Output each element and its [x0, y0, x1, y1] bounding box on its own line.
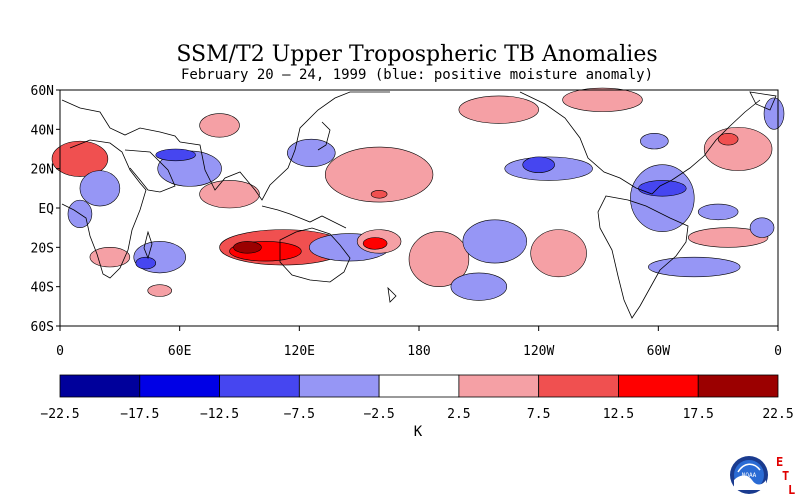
australia-coastline	[279, 227, 351, 283]
colorbar-tick-label: 7.5	[527, 407, 550, 422]
lon-label: 120E	[284, 344, 315, 359]
colorbar-tick-label: −12.5	[200, 407, 239, 422]
japan-coastline	[317, 121, 331, 151]
madagascar-coastline	[143, 230, 153, 260]
new-zealand-coastline	[387, 286, 397, 303]
anomaly-region-16	[370, 190, 388, 199]
anomaly-region-14	[287, 138, 336, 168]
etl-letter-l: L	[788, 483, 795, 497]
colorbar-tick-label: −7.5	[284, 407, 315, 422]
greenland-coastline	[749, 91, 777, 111]
colorbar-swatch-4	[378, 374, 460, 398]
colorbar-tick-label: 2.5	[447, 407, 470, 422]
map-subtitle: February 20 – 24, 1999 (blue: positive m…	[181, 67, 653, 83]
colorbar-swatch-2	[219, 374, 300, 398]
map-title: SSM/T2 Upper Tropospheric TB Anomalies	[176, 42, 657, 67]
anomaly-region-10	[199, 180, 260, 209]
lat-label: 20N	[31, 163, 54, 178]
south-america-coastline	[597, 195, 689, 319]
anomaly-region-33	[687, 227, 769, 248]
anomaly-region-0	[51, 140, 109, 177]
etl-letter-t: T	[782, 469, 789, 483]
anomaly-region-13	[233, 241, 262, 254]
colorbar-tick-label: −22.5	[40, 407, 79, 422]
colorbar-swatch-6	[538, 374, 619, 398]
lat-label: 60N	[31, 84, 54, 99]
noaa-etl-logo: NOAA E T L	[728, 450, 800, 500]
etl-letter-e: E	[776, 455, 783, 469]
colorbar-swatch-7	[618, 374, 699, 398]
anomaly-region-9	[199, 113, 240, 138]
lat-label: 20S	[31, 241, 54, 256]
anomaly-region-31	[703, 127, 773, 171]
lat-label: 40N	[31, 123, 54, 138]
anomaly-region-29	[638, 180, 687, 197]
anomaly-region-8	[155, 148, 196, 162]
lon-label: 0	[774, 344, 782, 359]
colorbar-swatch-0	[59, 374, 141, 398]
anomaly-region-5	[135, 256, 157, 270]
anomaly-region-28	[630, 164, 695, 232]
anomaly-region-3	[89, 247, 131, 268]
anomaly-region-21	[462, 219, 528, 264]
lon-label: 0	[56, 344, 64, 359]
asia-coastline	[179, 91, 390, 201]
anomaly-region-37	[763, 97, 785, 130]
colorbar-unit-label: K	[414, 424, 423, 440]
anomaly-regions	[51, 87, 785, 301]
maritime-continent	[261, 205, 347, 229]
lon-label: 60W	[647, 344, 671, 359]
colorbar-swatch-1	[139, 374, 220, 398]
anomaly-region-34	[697, 203, 739, 221]
colorbar: −22.5 −17.5 −12.5 −7.5 −2.5 2.5 7.5 12.5 17.5 22.…	[40, 374, 794, 422]
anomaly-region-19	[362, 237, 388, 250]
colorbar-tick-label: −2.5	[363, 407, 394, 422]
anomaly-region-22	[450, 272, 508, 301]
colorbar-swatch-5	[458, 374, 540, 398]
colorbar-tick-label: 22.5	[762, 407, 793, 422]
anomaly-region-27	[562, 87, 643, 112]
lon-label: 60E	[168, 344, 191, 359]
africa-coastline	[61, 139, 147, 279]
colorbar-tick-label: 17.5	[683, 407, 714, 422]
anomaly-region-30	[640, 132, 669, 150]
lat-label: EQ	[38, 202, 54, 217]
europe-coastline	[61, 99, 181, 143]
lon-label: 120W	[523, 344, 554, 359]
anomaly-region-24	[458, 95, 539, 124]
anomaly-region-23	[530, 229, 587, 278]
anomaly-region-15	[324, 146, 434, 203]
colorbar-swatch-8	[697, 374, 779, 398]
anomaly-region-32	[717, 132, 739, 146]
colorbar-tick-label: −17.5	[120, 407, 159, 422]
anomaly-region-1	[79, 170, 121, 207]
anomaly-region-36	[749, 217, 775, 238]
noaa-logo-text: NOAA	[742, 472, 757, 479]
anomaly-region-35	[648, 256, 741, 278]
anomaly-region-26	[522, 156, 555, 173]
colorbar-swatch-3	[298, 374, 380, 398]
north-america-coastline	[519, 91, 761, 195]
anomaly-region-20	[408, 231, 470, 287]
lon-label: 180	[407, 344, 430, 359]
arabia-coastline	[124, 149, 176, 193]
continent-outlines	[61, 91, 777, 319]
lat-label: 60S	[31, 320, 54, 335]
lat-label: 40S	[31, 281, 54, 296]
colorbar-tick-label: 12.5	[603, 407, 634, 422]
anomaly-region-6	[147, 284, 172, 297]
